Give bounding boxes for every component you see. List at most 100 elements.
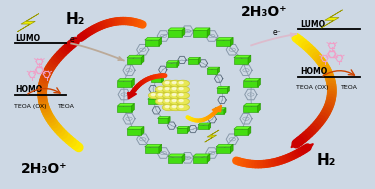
Circle shape: [165, 82, 169, 84]
Polygon shape: [117, 103, 134, 106]
Polygon shape: [162, 76, 164, 82]
Polygon shape: [148, 99, 158, 104]
Circle shape: [172, 100, 176, 102]
Polygon shape: [243, 103, 261, 106]
Text: TEOA (OX): TEOA (OX): [14, 104, 47, 109]
Polygon shape: [168, 154, 185, 156]
Polygon shape: [158, 117, 170, 119]
Polygon shape: [117, 106, 132, 112]
Polygon shape: [145, 40, 159, 46]
Text: TEOA: TEOA: [58, 104, 75, 109]
Polygon shape: [117, 81, 132, 87]
Polygon shape: [205, 130, 219, 142]
Polygon shape: [132, 103, 134, 112]
Polygon shape: [207, 154, 210, 163]
Polygon shape: [187, 126, 189, 133]
Text: H₂: H₂: [317, 153, 336, 168]
Polygon shape: [302, 144, 313, 150]
Polygon shape: [224, 108, 226, 114]
Polygon shape: [216, 37, 233, 40]
Circle shape: [176, 98, 189, 105]
Polygon shape: [234, 55, 251, 58]
Polygon shape: [168, 117, 170, 123]
Polygon shape: [188, 57, 200, 59]
Polygon shape: [248, 55, 251, 64]
Circle shape: [169, 104, 183, 111]
Text: LUMO: LUMO: [300, 20, 325, 29]
Circle shape: [165, 100, 169, 102]
Polygon shape: [243, 78, 261, 81]
Polygon shape: [209, 123, 211, 129]
Circle shape: [162, 98, 176, 105]
Circle shape: [172, 106, 176, 108]
Polygon shape: [291, 141, 302, 148]
Circle shape: [162, 86, 176, 93]
Polygon shape: [207, 69, 218, 74]
Circle shape: [176, 104, 189, 111]
Circle shape: [179, 94, 183, 96]
Text: TEOA: TEOA: [341, 85, 358, 90]
Polygon shape: [227, 86, 230, 93]
Polygon shape: [151, 78, 162, 82]
Circle shape: [172, 88, 176, 90]
Circle shape: [172, 94, 176, 96]
Polygon shape: [188, 59, 198, 64]
Circle shape: [151, 94, 155, 96]
Polygon shape: [166, 61, 179, 63]
Circle shape: [165, 106, 169, 108]
Text: HOMO: HOMO: [300, 67, 327, 76]
Polygon shape: [216, 144, 233, 147]
Text: e⁻: e⁻: [273, 28, 282, 37]
Polygon shape: [193, 156, 207, 163]
Circle shape: [158, 100, 162, 102]
Text: TEOA (OX): TEOA (OX): [296, 85, 329, 90]
Circle shape: [165, 88, 169, 90]
Polygon shape: [213, 110, 224, 114]
Circle shape: [155, 92, 168, 99]
Circle shape: [176, 92, 189, 99]
Polygon shape: [182, 28, 185, 37]
Polygon shape: [159, 144, 162, 153]
Circle shape: [158, 88, 162, 90]
Polygon shape: [207, 28, 210, 37]
Polygon shape: [69, 38, 80, 44]
Polygon shape: [177, 61, 179, 67]
Polygon shape: [168, 156, 182, 163]
Polygon shape: [258, 103, 261, 112]
Polygon shape: [128, 92, 136, 99]
Polygon shape: [158, 97, 160, 104]
Polygon shape: [159, 37, 162, 46]
Polygon shape: [127, 129, 141, 135]
Polygon shape: [168, 30, 182, 37]
Circle shape: [169, 92, 183, 99]
Polygon shape: [151, 76, 164, 78]
Polygon shape: [145, 37, 162, 40]
Polygon shape: [127, 127, 144, 129]
Polygon shape: [198, 57, 200, 64]
Circle shape: [155, 86, 168, 93]
Circle shape: [162, 80, 176, 87]
Polygon shape: [234, 58, 248, 64]
Circle shape: [158, 94, 162, 96]
Circle shape: [155, 98, 168, 105]
Polygon shape: [166, 63, 177, 67]
Text: e⁻: e⁻: [69, 35, 78, 44]
Polygon shape: [132, 78, 134, 87]
Polygon shape: [217, 86, 229, 88]
Polygon shape: [216, 40, 230, 46]
Text: LUMO: LUMO: [16, 34, 41, 43]
Circle shape: [176, 80, 189, 87]
Circle shape: [162, 104, 176, 111]
Polygon shape: [141, 127, 144, 135]
Polygon shape: [234, 127, 251, 129]
Polygon shape: [168, 28, 185, 30]
Polygon shape: [248, 127, 251, 135]
Circle shape: [148, 92, 162, 99]
Polygon shape: [177, 126, 189, 128]
Text: HOMO: HOMO: [16, 85, 43, 94]
Polygon shape: [213, 108, 226, 110]
Polygon shape: [217, 67, 220, 74]
Polygon shape: [145, 144, 162, 147]
Circle shape: [176, 86, 189, 93]
Polygon shape: [207, 67, 220, 69]
